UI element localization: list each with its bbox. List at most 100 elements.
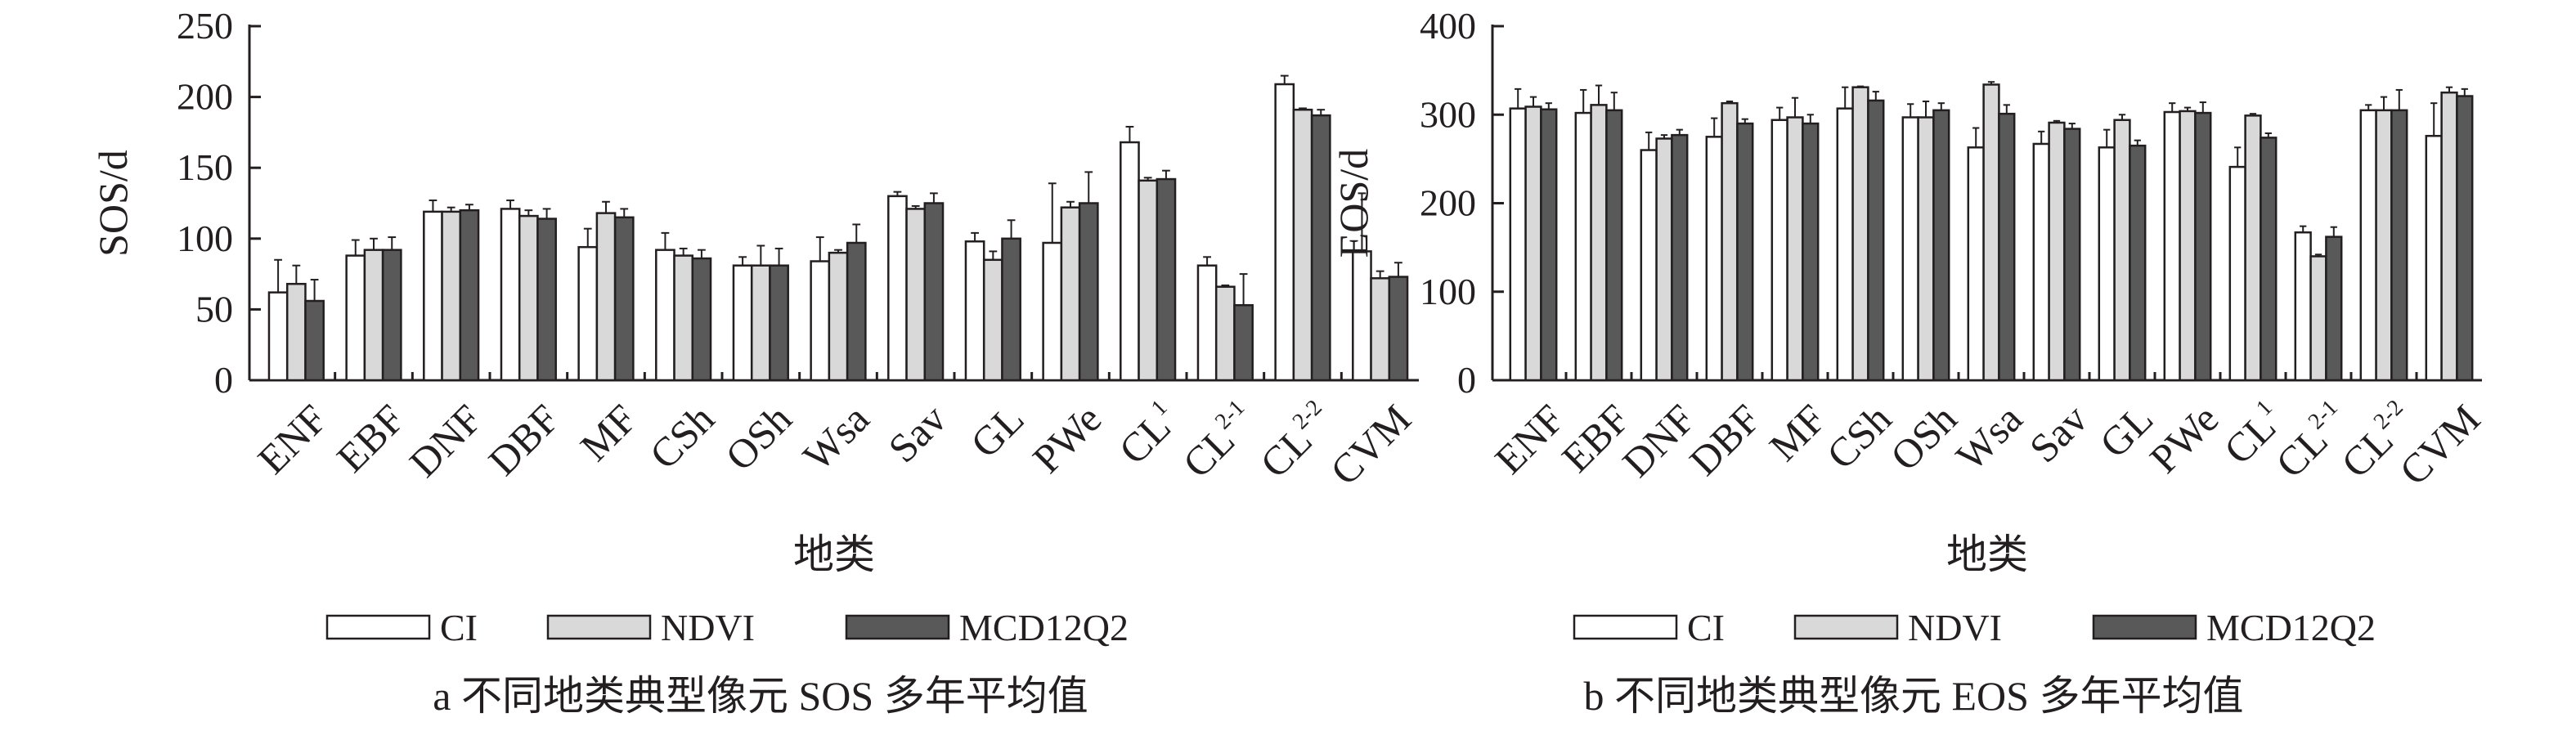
eos-bar-ci (1836, 107, 1854, 382)
eos-bar-mcd12q2 (2260, 137, 2278, 382)
sos-bar-ndvi (1060, 206, 1081, 382)
eos-bar-ndvi (1655, 137, 1673, 382)
eos-bar-ndvi (1524, 105, 1542, 382)
sos-bar-ci (1352, 250, 1372, 382)
y-tick-label: 150 (177, 146, 233, 188)
sos-bar-mcd12q2 (1001, 237, 1021, 382)
sos-bar-ci (1120, 141, 1140, 382)
eos-bar-ndvi (1851, 86, 1869, 382)
eos-bar-mcd12q2 (2390, 109, 2408, 382)
eos-bar-ci (1509, 107, 1527, 382)
eos-bar-mcd12q2 (2325, 235, 2343, 382)
y-tick-label: 400 (1420, 5, 1476, 47)
sos-bar-mcd12q2 (1388, 276, 1409, 382)
x-tick-label: EBF (328, 396, 413, 481)
x-tick-label: PWe (1024, 396, 1111, 482)
sos-bar-mcd12q2 (459, 209, 480, 382)
sos-bar-ci (345, 254, 366, 382)
eos-bar-ci (2294, 231, 2312, 382)
legend-swatch-ci (1573, 614, 1678, 640)
sos-bar-mcd12q2 (304, 299, 325, 382)
y-tick-label: 100 (1420, 271, 1476, 312)
legend-label-ci: CI (1687, 607, 1725, 648)
eos-bar-ci (2359, 109, 2377, 382)
eos-chart-panel: 0 100 200 300 400 EOS/d ENFEBFDNFDBFMFCShOShWs… (1331, 5, 2488, 719)
sos-bar-mcd12q2 (613, 216, 635, 382)
eos-bar-mcd12q2 (1605, 109, 1623, 382)
sos-bar-ci (887, 195, 908, 382)
eos-bar-ci (1705, 136, 1723, 382)
legend-swatch-ndvi (1793, 614, 1899, 640)
eos-bar-ndvi (1590, 104, 1608, 382)
eos-bar-ndvi (1917, 116, 1935, 382)
legend-label-mcd12q2: MCD12Q2 (2206, 607, 2376, 648)
sos-bar-ci (577, 245, 599, 382)
eos-bar-ci (1967, 146, 1985, 382)
sos-bar-ci (267, 291, 289, 382)
eos-bar-ndvi (2244, 114, 2262, 382)
eos-bar-mcd12q2 (1932, 109, 1950, 382)
x-tick-label: CSh (640, 396, 723, 478)
sos-bar-mcd12q2 (846, 241, 867, 382)
legend-label-mcd12q2: MCD12Q2 (959, 607, 1129, 648)
eos-bar-ndvi (1786, 116, 1804, 382)
legend-swatch-mcd12q2 (2092, 614, 2197, 640)
eos-bar-ci (2425, 134, 2443, 382)
legend-label-ci: CI (440, 607, 478, 648)
eos-bar-ndvi (2309, 255, 2327, 382)
eos-bar-ci (2228, 165, 2246, 382)
sos-bar-ndvi (595, 212, 617, 382)
sos-bar-ndvi (518, 214, 539, 382)
eos-bar-ndvi (2048, 121, 2066, 382)
legend-swatch-ci (325, 614, 431, 640)
x-tick-label: CSh (1818, 396, 1901, 478)
sos-bar-ci (1042, 241, 1063, 382)
sos-bar-mcd12q2 (1310, 114, 1331, 382)
sos-bar-ndvi (285, 282, 307, 382)
x-tick-label: OSh (716, 396, 800, 479)
sos-bar-ci (810, 260, 831, 382)
sos-bar-mcd12q2 (381, 249, 402, 382)
sos-bar-ndvi (441, 210, 462, 382)
eos-bar-mcd12q2 (1540, 108, 1558, 382)
x-tick-label: GL (962, 396, 1033, 467)
x-tick-label: DNF (1613, 396, 1703, 486)
y-tick-label: 0 (1457, 359, 1476, 401)
x-tick-label: DBF (479, 396, 568, 484)
eos-bar-mcd12q2 (1867, 99, 1885, 382)
eos-bar-mcd12q2 (1736, 122, 1754, 382)
x-tick-label: MF (572, 396, 646, 470)
sos-bar-mcd12q2 (691, 257, 712, 382)
x-tick-label: Wsa (794, 396, 877, 479)
eos-bar-ndvi (2375, 109, 2393, 382)
sos-bar-ndvi (828, 251, 849, 382)
sos-bar-ci (732, 264, 753, 382)
eos-bar-ci (2098, 146, 2116, 382)
x-tick-label: Sav (879, 396, 955, 472)
x-tick-label: CL2-1 (2266, 395, 2358, 487)
sos-bar-ci (655, 249, 675, 382)
x-tick-label: Wsa (1947, 396, 2031, 479)
x-tick-label: ENF (1486, 396, 1573, 482)
sos-bar-ndvi (750, 264, 771, 382)
eos-bar-mcd12q2 (2129, 144, 2147, 382)
y-tick-label: 100 (177, 218, 233, 259)
x-tick-label: EBF (1553, 396, 1638, 481)
sos-bar-ci (1274, 83, 1295, 382)
eos-bar-mcd12q2 (1802, 122, 1820, 382)
eos-caption: b 不同地类典型像元 EOS 多年平均值 (1584, 673, 2244, 719)
sos-bar-mcd12q2 (1156, 177, 1177, 382)
eos-bar-ndvi (2440, 91, 2458, 382)
sos-bar-ndvi (363, 249, 384, 382)
sos-bar-ci (423, 210, 443, 382)
y-tick-label: 50 (195, 288, 233, 330)
eos-bar-mcd12q2 (1998, 112, 2016, 382)
x-tick-label: DNF (401, 396, 491, 486)
eos-bar-ci (1640, 149, 1658, 382)
sos-bar-mcd12q2 (536, 218, 557, 382)
sos-bar-ndvi (982, 258, 1003, 382)
legend-swatch-ndvi (546, 614, 652, 640)
x-tick-label: ENF (249, 396, 335, 482)
